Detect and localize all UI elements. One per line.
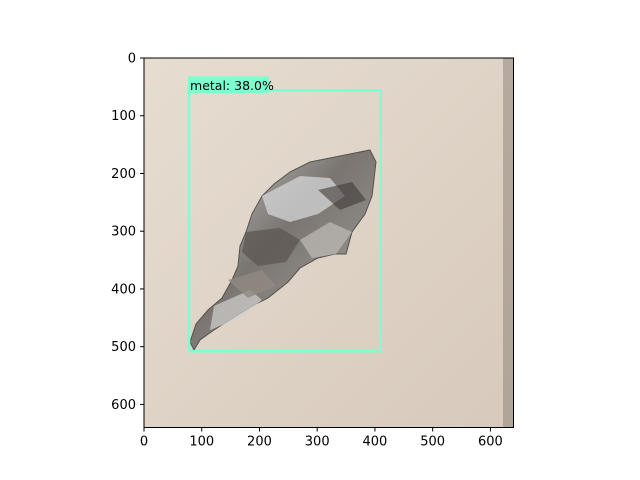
x-tick-label: 0 [140,435,148,450]
y-axis: 0 100 200 300 400 500 600 [111,52,144,413]
detection-box: metal: 38.0% [187,76,382,353]
bounding-box [187,89,382,353]
x-axis: 0 100 200 300 400 500 600 [140,427,503,450]
axes-frame [143,57,514,428]
x-tick-label: 400 [363,435,388,450]
y-tick-label: 300 [111,225,136,240]
label-background [188,76,270,94]
y-tick-label: 400 [111,282,136,297]
x-tick-label: 200 [247,435,272,450]
x-tick-label: 600 [478,435,503,450]
image-area [144,58,514,428]
y-tick-label: 0 [128,52,136,67]
x-tick-label: 300 [305,435,330,450]
y-tick-label: 100 [111,109,136,124]
x-tick-label: 500 [420,435,445,450]
x-tick-label: 100 [189,435,214,450]
y-tick-label: 600 [111,398,136,413]
detection-label: metal: 38.0% [190,78,274,93]
axes-spines [143,57,514,428]
y-tick-label: 500 [111,340,136,355]
crumpled-foil [189,149,377,352]
y-tick-label: 200 [111,167,136,182]
right-edge-shadow [503,58,514,428]
